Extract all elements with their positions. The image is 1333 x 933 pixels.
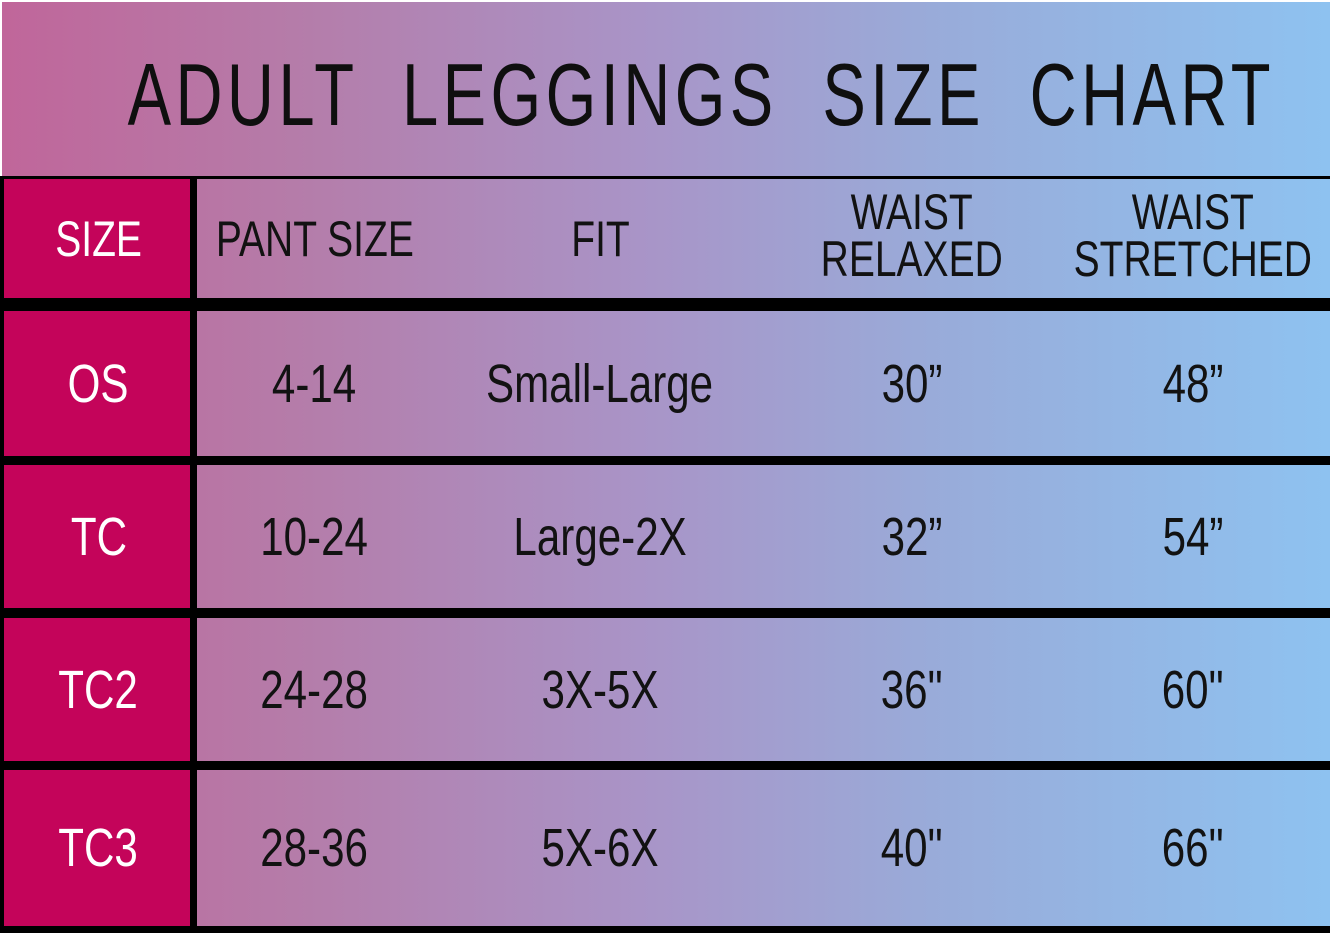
fit-cell: 3X-5X <box>432 618 768 761</box>
column-header-size: SIZE <box>0 179 197 298</box>
pant-size-value: 24-28 <box>260 659 369 720</box>
column-header-fit: FIT <box>432 179 768 298</box>
pant-size-cell: 28-36 <box>197 770 432 926</box>
waist-stretched-value: 60" <box>1162 659 1224 720</box>
header-divider <box>0 298 1330 311</box>
column-header-pant-size: PANT SIZE <box>197 179 432 298</box>
fit-value: 5X-6X <box>541 818 659 878</box>
row-divider <box>0 761 1330 770</box>
waist-relaxed-line2: RELAXED <box>820 230 1004 287</box>
fit-cell: 5X-6X <box>432 770 768 926</box>
waist-stretched-cell: 54” <box>1056 465 1330 608</box>
column-header-waist-stretched-label: WAIST STRETCHED <box>1074 187 1312 284</box>
waist-stretched-cell: 66" <box>1056 770 1330 926</box>
size-cell: TC3 <box>0 770 197 926</box>
size-value: TC <box>70 506 127 567</box>
column-header-waist-stretched: WAIST STRETCHED <box>1056 179 1330 298</box>
size-cell: TC2 <box>0 618 197 761</box>
waist-relaxed-value: 32” <box>881 506 943 567</box>
waist-relaxed-value: 40" <box>881 818 943 878</box>
waist-stretched-value: 54” <box>1162 506 1224 567</box>
chart-title-wrap: ADULT LEGGINGS SIZE CHART <box>0 50 1330 140</box>
column-header-waist-relaxed: WAIST RELAXED <box>768 179 1056 298</box>
pant-size-value: 28-36 <box>260 818 369 878</box>
waist-stretched-cell: 48” <box>1056 311 1330 456</box>
size-cell: TC <box>0 465 197 608</box>
row-divider <box>0 608 1330 618</box>
waist-relaxed-value: 30” <box>881 353 943 414</box>
size-value: TC3 <box>58 818 139 878</box>
table-row: TC3 28-36 5X-6X 40" 66" <box>0 770 1330 926</box>
size-cell: OS <box>0 311 197 456</box>
fit-cell: Large-2X <box>432 465 768 608</box>
waist-stretched-value: 48” <box>1162 353 1224 414</box>
column-header-pant-size-label: PANT SIZE <box>215 210 414 267</box>
waist-relaxed-cell: 36" <box>768 618 1056 761</box>
waist-relaxed-cell: 30” <box>768 311 1056 456</box>
waist-relaxed-cell: 32” <box>768 465 1056 608</box>
waist-relaxed-cell: 40" <box>768 770 1056 926</box>
size-value: OS <box>68 353 129 414</box>
waist-stretched-line1: WAIST <box>1131 183 1255 240</box>
size-value: TC2 <box>58 659 139 720</box>
pant-size-cell: 10-24 <box>197 465 432 608</box>
fit-value: Small-Large <box>486 353 714 414</box>
table-row: TC2 24-28 3X-5X 36" 60" <box>0 618 1330 761</box>
size-column-separator <box>190 176 197 933</box>
chart-title: ADULT LEGGINGS SIZE CHART <box>127 45 1275 144</box>
row-divider <box>0 456 1330 465</box>
waist-stretched-cell: 60" <box>1056 618 1330 761</box>
column-header-size-label: SIZE <box>55 210 142 267</box>
waist-stretched-line2: STRETCHED <box>1073 230 1313 287</box>
table-bottom-border <box>0 926 1330 933</box>
pant-size-cell: 4-14 <box>197 311 432 456</box>
table-top-border <box>0 176 1330 179</box>
table-left-border <box>0 176 4 933</box>
pant-size-cell: 24-28 <box>197 618 432 761</box>
fit-value: 3X-5X <box>541 659 659 720</box>
table-row: TC 10-24 Large-2X 32” 54” <box>0 465 1330 608</box>
table-row: OS 4-14 Small-Large 30” 48” <box>0 311 1330 456</box>
column-header-waist-relaxed-label: WAIST RELAXED <box>821 187 1003 284</box>
waist-relaxed-value: 36" <box>881 659 943 720</box>
pant-size-value: 4-14 <box>272 353 357 414</box>
waist-stretched-value: 66" <box>1162 818 1224 878</box>
fit-value: Large-2X <box>513 506 687 567</box>
column-header-fit-label: FIT <box>570 210 630 267</box>
fit-cell: Small-Large <box>432 311 768 456</box>
waist-relaxed-line1: WAIST <box>850 183 974 240</box>
pant-size-value: 10-24 <box>260 506 369 567</box>
table-header-row: SIZE PANT SIZE FIT WAIST RELAXED WAIST S… <box>0 179 1330 298</box>
